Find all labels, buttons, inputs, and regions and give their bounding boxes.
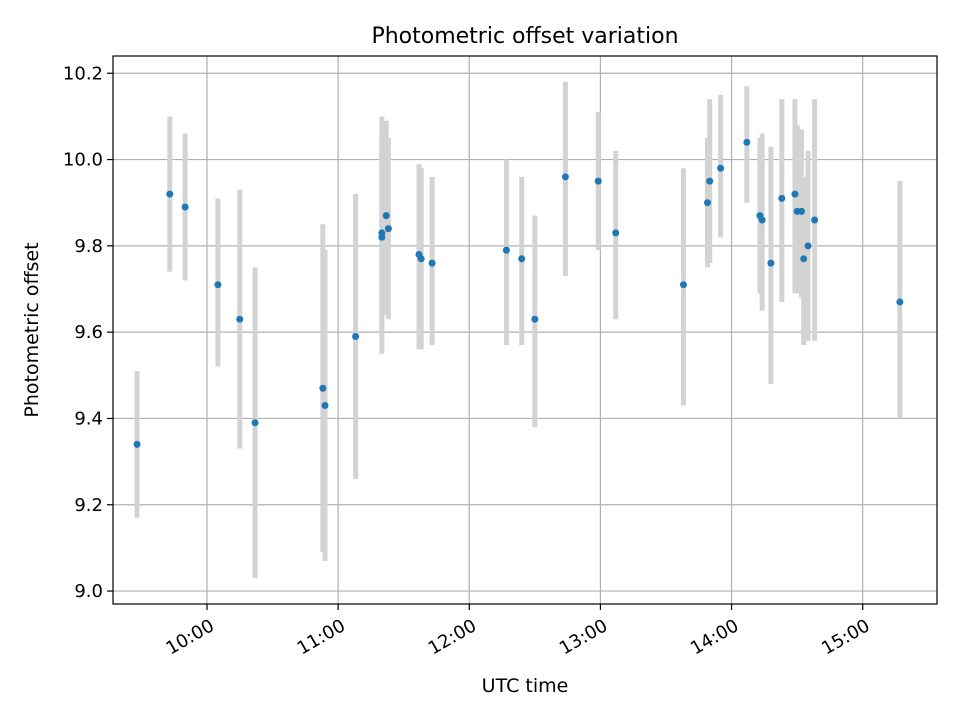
y-tick-label: 9.2 xyxy=(74,495,103,516)
data-point xyxy=(704,199,712,207)
data-point xyxy=(384,225,392,233)
data-point xyxy=(321,402,329,410)
data-point xyxy=(378,233,386,241)
data-point xyxy=(133,440,141,448)
data-points xyxy=(133,138,904,448)
x-tick-label: 15:00 xyxy=(818,615,873,659)
data-point xyxy=(319,384,327,392)
y-tick-label: 9.0 xyxy=(74,581,103,602)
data-point xyxy=(778,194,786,202)
data-point xyxy=(166,190,174,198)
grid xyxy=(113,56,937,604)
y-tick-label: 10.0 xyxy=(63,150,103,171)
y-axis-label: Photometric offset xyxy=(21,242,43,417)
data-point xyxy=(767,259,775,267)
y-tick-label: 9.8 xyxy=(74,236,103,257)
data-point xyxy=(352,332,360,340)
y-tick-label: 10.2 xyxy=(63,63,103,84)
data-point xyxy=(797,207,805,215)
data-point xyxy=(811,216,819,224)
data-point xyxy=(502,246,510,254)
data-point xyxy=(800,255,808,263)
data-point xyxy=(531,315,539,323)
y-axis-ticks: 9.0 9.2 9.4 9.6 9.8 10.0 10.2 xyxy=(63,63,113,602)
data-point xyxy=(743,138,751,146)
data-point xyxy=(804,242,812,250)
data-point xyxy=(791,190,799,198)
plot-frame xyxy=(112,55,938,605)
data-point xyxy=(594,177,602,185)
data-point xyxy=(214,281,222,289)
chart-title: Photometric offset variation xyxy=(371,24,678,49)
x-tick-label: 11:00 xyxy=(294,615,349,659)
data-point xyxy=(417,255,425,263)
data-point xyxy=(896,298,904,306)
data-point xyxy=(612,229,620,237)
x-axis-label: UTC time xyxy=(482,675,569,697)
y-tick-label: 9.4 xyxy=(74,408,103,429)
x-axis-ticks: 10:00 11:00 12:00 13:00 14:00 15:00 xyxy=(162,604,874,659)
x-tick-label: 14:00 xyxy=(687,615,742,659)
data-point xyxy=(717,164,725,172)
data-point xyxy=(679,281,687,289)
y-tick-label: 9.6 xyxy=(74,322,103,343)
data-point xyxy=(382,212,390,220)
x-tick-label: 10:00 xyxy=(162,615,217,659)
x-tick-label: 12:00 xyxy=(425,615,480,659)
data-point xyxy=(181,203,189,211)
error-bars xyxy=(134,81,903,579)
data-point xyxy=(236,315,244,323)
data-point xyxy=(428,259,436,267)
x-tick-label: 13:00 xyxy=(556,615,611,659)
data-point xyxy=(561,173,569,181)
data-point xyxy=(758,216,766,224)
data-point xyxy=(706,177,714,185)
data-point xyxy=(251,419,259,427)
data-point xyxy=(518,255,526,263)
